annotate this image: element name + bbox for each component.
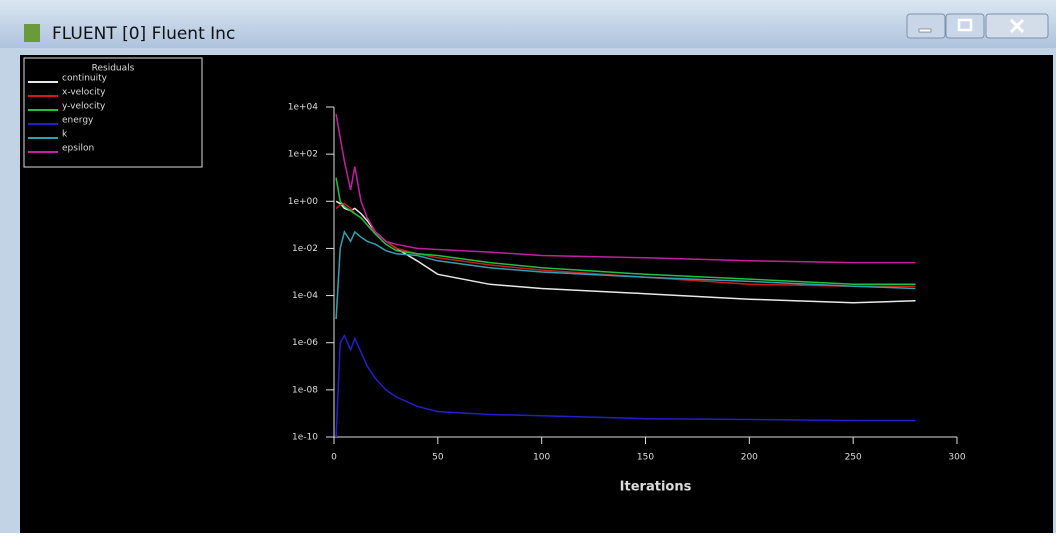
minimize-button[interactable] <box>907 14 945 38</box>
minimize-icon <box>919 29 931 32</box>
legend-box <box>24 58 202 167</box>
y-tick-label: 1e-06 <box>292 338 318 348</box>
maximize-button[interactable] <box>946 14 984 38</box>
y-tick-label: 1e-02 <box>292 244 318 254</box>
x-tick-label: 100 <box>533 453 550 463</box>
x-tick-label: 150 <box>637 453 654 463</box>
legend-label: y-velocity <box>62 102 106 112</box>
x-tick-label: 50 <box>432 453 444 463</box>
x-tick-label: 200 <box>741 453 758 463</box>
x-axis-label: Iterations <box>620 480 692 495</box>
legend-label: k <box>62 130 68 140</box>
x-tick-label: 250 <box>845 453 862 463</box>
legend-label: epsilon <box>62 144 94 154</box>
window-title: FLUENT [0] Fluent Inc <box>52 24 235 44</box>
y-tick-label: 1e-04 <box>292 291 318 301</box>
legend-title: Residuals <box>92 64 135 74</box>
legend-label: continuity <box>62 74 108 84</box>
legend: Residuals continuity x-velocity y-velocity… <box>24 58 202 167</box>
y-tick-label: 1e+02 <box>288 150 318 160</box>
legend-label: x-velocity <box>62 88 106 98</box>
y-tick-label: 1e-10 <box>292 433 318 443</box>
y-tick-label: 1e+00 <box>288 197 319 207</box>
app-icon <box>24 24 40 42</box>
fluent-window: FLUENT [0] Fluent Inc Residuals continui… <box>0 0 1056 533</box>
x-tick-label: 0 <box>331 453 337 463</box>
legend-label: energy <box>62 116 94 126</box>
window-controls <box>907 14 1048 38</box>
x-tick-label: 300 <box>948 453 965 463</box>
y-tick-label: 1e-08 <box>292 385 318 395</box>
y-tick-label: 1e+04 <box>288 103 319 113</box>
